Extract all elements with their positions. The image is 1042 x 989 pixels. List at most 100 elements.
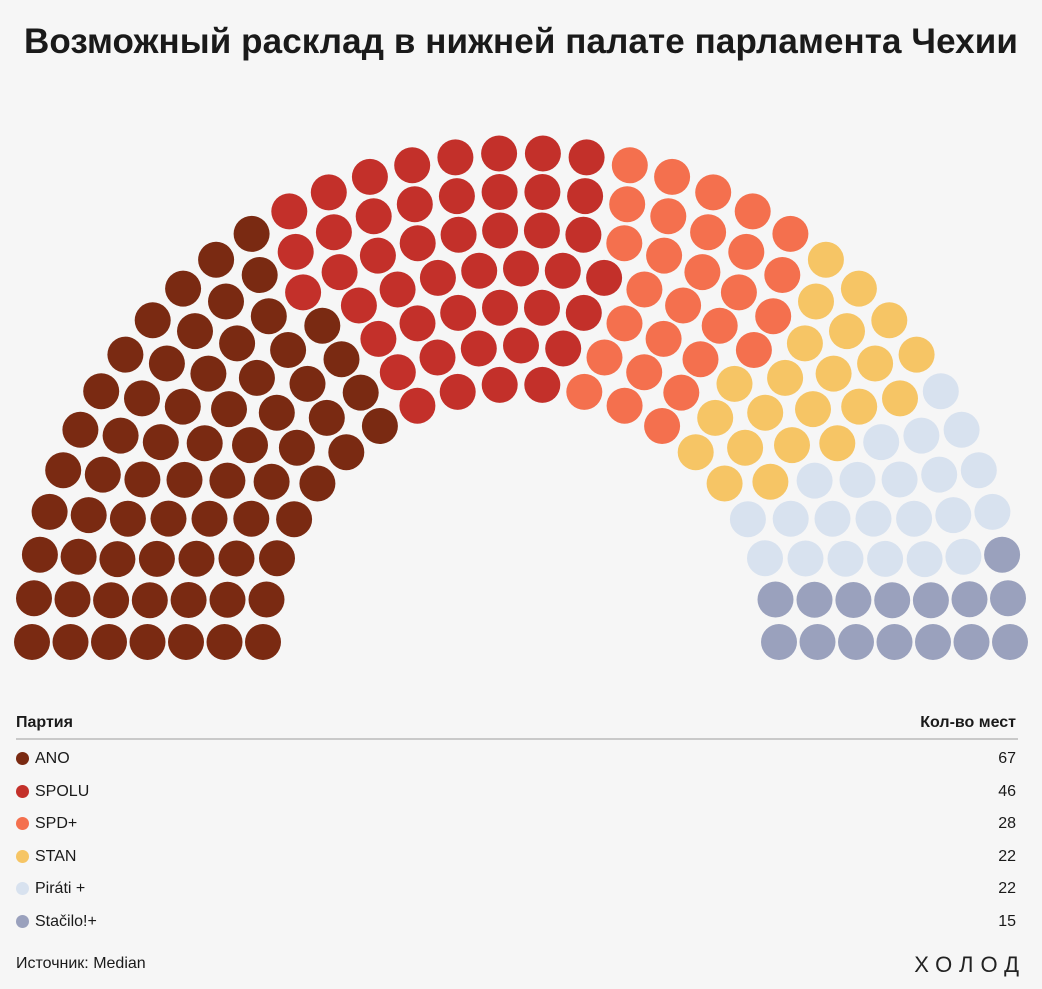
legend-swatch	[16, 849, 29, 863]
seat-dot	[524, 174, 561, 210]
seat-dot	[896, 500, 933, 537]
seat-dot	[921, 456, 958, 493]
seat-dot	[838, 624, 874, 660]
seat-dot	[867, 540, 904, 577]
seat-dot	[626, 271, 663, 308]
seat-dot	[786, 325, 823, 362]
seat-dot	[233, 215, 270, 252]
seat-dot	[438, 178, 475, 215]
seat-dot	[695, 174, 732, 211]
seat-dot	[992, 624, 1028, 660]
seat-dot	[124, 461, 161, 498]
legend-swatch	[16, 882, 29, 895]
seat-dot	[922, 373, 959, 410]
seat-dot	[716, 365, 753, 402]
seat-dot	[218, 540, 255, 577]
seat-dot	[238, 359, 275, 396]
seat-dot	[568, 139, 605, 176]
legend-party-name: Piráti +	[35, 880, 86, 897]
seat-dot	[439, 373, 476, 410]
seat-dot	[943, 411, 980, 448]
seat-dot	[481, 135, 518, 172]
seat-dot	[379, 354, 416, 391]
legend-party-name: SPOLU	[35, 782, 90, 800]
seat-dot	[198, 241, 235, 278]
seat-dot	[729, 501, 766, 538]
legend-party-name: SPD+	[35, 815, 78, 832]
legend-swatch	[16, 752, 29, 765]
seat-dot	[815, 355, 852, 392]
seat-dot	[871, 302, 908, 339]
seat-dot	[503, 327, 539, 364]
seat-dot	[524, 289, 560, 326]
legend-seat-count: 67	[998, 750, 1016, 767]
seat-dot	[419, 259, 456, 296]
seat-dot	[299, 465, 336, 502]
seat-dot	[461, 252, 498, 289]
seat-dot	[796, 581, 833, 618]
seat-dot	[21, 536, 58, 573]
seat-dot	[857, 345, 894, 382]
seat-dot	[727, 429, 764, 466]
seat-dot	[735, 332, 772, 368]
seat-dot	[396, 186, 433, 223]
seat-dot	[437, 139, 474, 176]
seat-dot	[323, 341, 360, 378]
seat-dot	[440, 216, 477, 253]
seat-dot	[874, 582, 911, 619]
legend-row: SPD+ 28	[16, 807, 1018, 840]
seat-dot	[677, 434, 714, 471]
seat-dot	[440, 294, 477, 331]
seat-dot	[107, 336, 144, 373]
seat-dot	[359, 237, 396, 274]
seat-dot	[310, 174, 347, 211]
seats-column-header: Кол-во мест	[920, 714, 1016, 731]
legend-swatch	[16, 914, 29, 928]
seat-dot	[399, 305, 436, 342]
seat-dot	[747, 394, 784, 431]
seat-dot	[129, 624, 166, 660]
seat-dot	[774, 427, 810, 464]
legend-seat-count: 22	[998, 880, 1016, 897]
seat-dot	[787, 540, 824, 577]
seat-dot	[606, 305, 643, 342]
chart-title: Возможный расклад в нижней палате парлам…	[24, 22, 1018, 61]
seat-dot	[728, 233, 765, 270]
seat-dot	[102, 417, 139, 454]
seat-dot	[342, 374, 379, 411]
seat-dot	[308, 399, 345, 436]
seat-dot	[150, 500, 187, 537]
seat-dot	[840, 270, 877, 307]
seat-dot	[399, 225, 436, 262]
seat-dot	[271, 193, 308, 230]
seat-dot	[606, 225, 643, 262]
seat-dot	[276, 501, 313, 538]
seat-dot	[340, 287, 377, 324]
seat-dot	[91, 624, 127, 660]
seat-dot	[690, 214, 727, 251]
seat-dot	[211, 391, 247, 428]
seat-dot	[945, 538, 982, 575]
seat-dot	[566, 373, 603, 410]
seat-dot	[52, 624, 89, 660]
seat-dot	[248, 581, 285, 618]
seat-dot	[881, 461, 918, 498]
seat-dot	[747, 540, 783, 577]
seat-dot	[645, 320, 682, 357]
seat-dot	[799, 624, 836, 660]
seat-dot	[209, 462, 246, 499]
seat-dot	[798, 283, 834, 320]
seat-dot	[772, 215, 809, 252]
seat-dot	[935, 497, 972, 534]
seat-dot	[70, 497, 107, 534]
seat-dot	[93, 582, 130, 619]
seat-dot	[419, 339, 456, 376]
seat-dot	[755, 298, 792, 335]
seat-dot	[14, 624, 50, 660]
seat-dot	[757, 581, 794, 618]
seat-dot	[233, 500, 270, 537]
seat-dot	[166, 461, 203, 498]
legend-table-header: Партия Кол-во мест	[16, 710, 1018, 740]
seat-dot	[164, 388, 201, 425]
seat-dot	[682, 341, 719, 378]
